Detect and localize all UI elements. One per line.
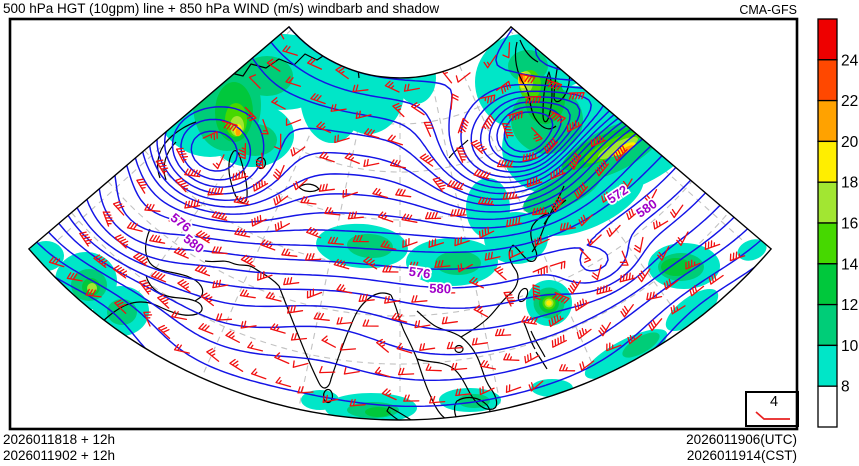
colorbar-label: 8: [841, 379, 850, 396]
colorbar-segment: [817, 99, 838, 143]
colorbar-label: 16: [841, 216, 858, 233]
windbarb-legend: 4: [745, 391, 799, 427]
colorbar-segment: [817, 222, 838, 265]
colorbar-segment: [817, 59, 838, 102]
colorbar-label: 24: [841, 52, 859, 69]
colorbar-segment: [817, 385, 838, 428]
contour-label: 580: [633, 196, 659, 221]
colorbar-label: 18: [841, 175, 858, 192]
wind-speed-shading: [28, 28, 772, 420]
valid-time-utc: 2026011906(UTC): [686, 432, 797, 447]
colorbar-segment: [817, 181, 838, 224]
legend-barb-icon: [755, 411, 790, 420]
contour-label: 580: [429, 281, 451, 297]
map-border: [8, 17, 799, 431]
colorbar-segment: [817, 344, 838, 387]
valid-time-cst: 2026011914(CST): [686, 448, 797, 463]
model-name: CMA-GFS: [739, 3, 797, 17]
colorbar-segment: [817, 140, 838, 183]
colorbar-label: 12: [841, 297, 858, 314]
colorbar-label: 10: [841, 338, 859, 355]
colorbar-label: 22: [841, 93, 858, 110]
colorbar-label: 20: [841, 134, 859, 151]
colorbar-segment: [817, 303, 838, 347]
contour-label: 576: [408, 264, 432, 282]
colorbar-segment: [817, 18, 838, 61]
init-time-cst: 2026011902 + 12h: [3, 448, 115, 463]
colorbar-segment: [817, 263, 838, 306]
chart-title: 500 hPa HGT (10gpm) line + 850 hPa WIND …: [3, 1, 440, 16]
init-time-utc: 2026011818 + 12h: [3, 432, 115, 447]
legend-barb-value: 4: [770, 394, 778, 410]
colorbar: 24 22 20 18 16 14 12 10 8: [817, 18, 859, 428]
colorbar-label: 14: [841, 256, 859, 273]
map-projection-outline: [27, 25, 773, 421]
